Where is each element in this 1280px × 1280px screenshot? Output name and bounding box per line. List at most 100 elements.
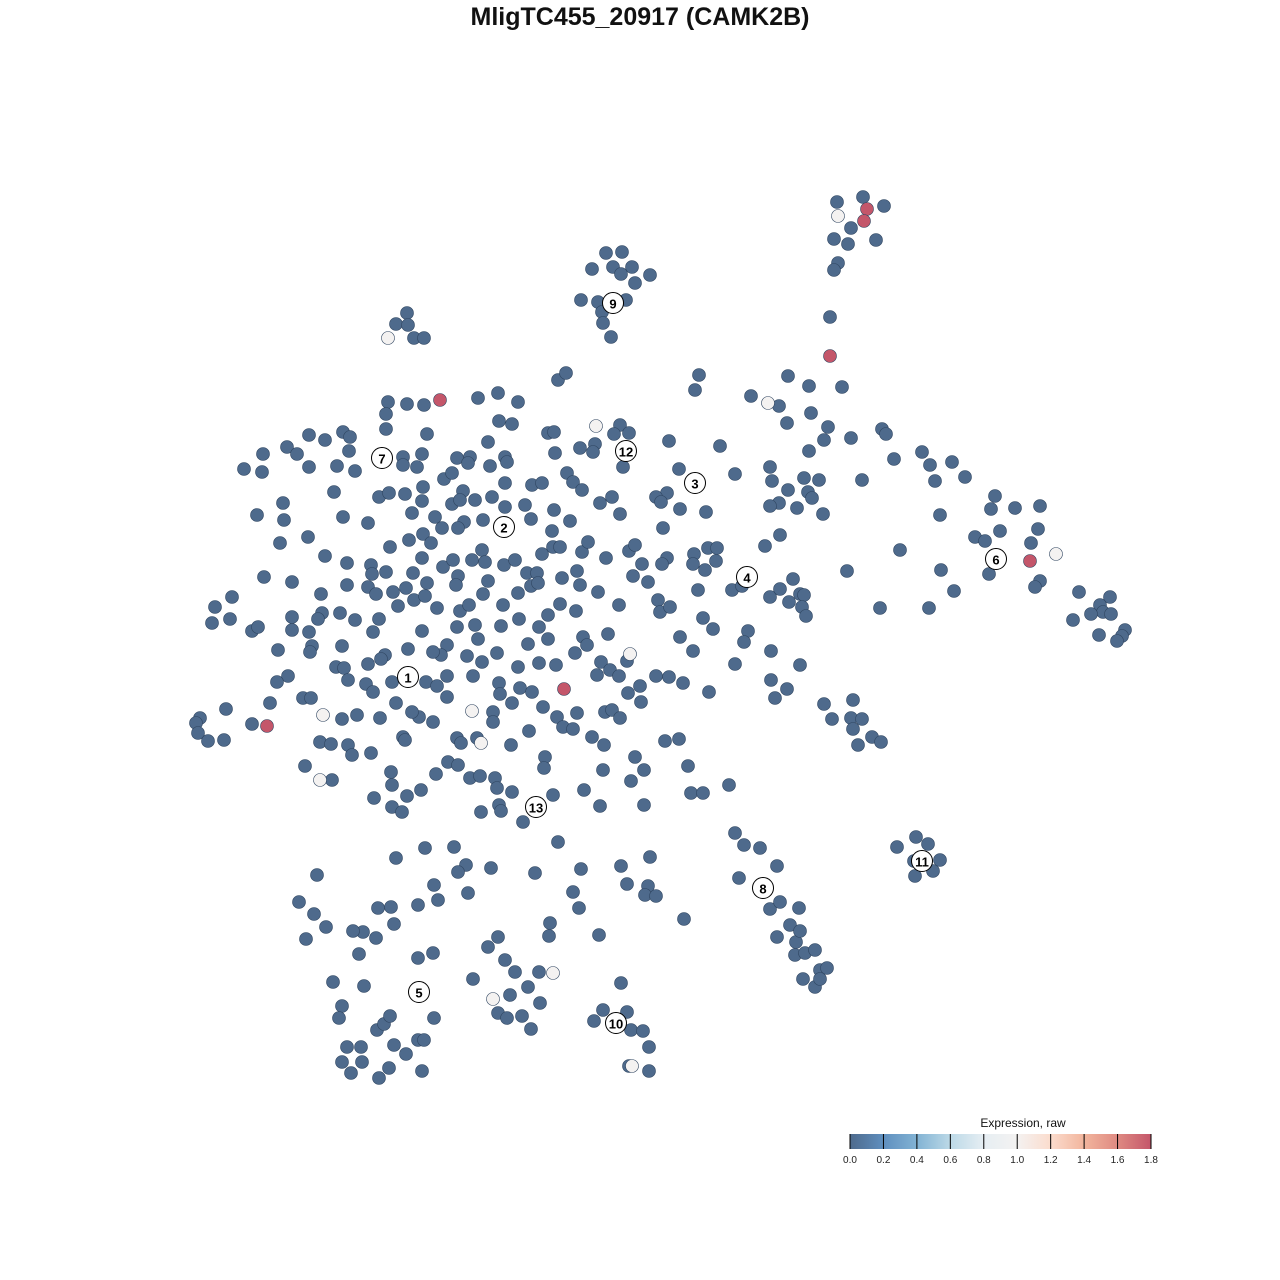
data-point — [491, 386, 505, 400]
data-point — [873, 601, 887, 615]
data-point — [417, 398, 431, 412]
data-point — [381, 395, 395, 409]
cluster-label-text: 6 — [992, 553, 999, 568]
data-point — [933, 853, 947, 867]
data-point — [890, 840, 904, 854]
cluster-label-marker — [684, 472, 706, 494]
data-point — [874, 735, 888, 749]
data-point — [698, 563, 712, 577]
data-point — [256, 447, 270, 461]
data-point — [589, 419, 603, 433]
data-point — [612, 669, 626, 683]
data-point — [628, 276, 642, 290]
data-point — [476, 513, 490, 527]
data-point — [453, 493, 467, 507]
data-point — [765, 474, 779, 488]
data-point — [596, 316, 610, 330]
data-point — [451, 865, 465, 879]
data-point — [993, 524, 1007, 538]
data-point — [462, 598, 476, 612]
data-point — [614, 859, 628, 873]
cluster-label-text: 4 — [743, 571, 751, 586]
data-point — [702, 685, 716, 699]
data-point — [319, 920, 333, 934]
data-point — [260, 719, 274, 733]
data-point — [511, 586, 525, 600]
data-point — [1023, 554, 1037, 568]
cluster-label-marker — [525, 796, 547, 818]
data-point — [628, 750, 642, 764]
legend-tick-label: 1.4 — [1077, 1155, 1091, 1166]
data-point — [335, 712, 349, 726]
data-point — [285, 610, 299, 624]
data-point — [642, 1040, 656, 1054]
data-point — [468, 618, 482, 632]
data-point — [672, 732, 686, 746]
data-point — [465, 553, 479, 567]
cluster-label-text: 7 — [378, 452, 385, 467]
data-point — [604, 330, 618, 344]
data-point — [385, 675, 399, 689]
data-point — [1049, 547, 1063, 561]
data-point — [592, 928, 606, 942]
data-point — [361, 657, 375, 671]
data-point — [984, 502, 998, 516]
data-point — [326, 975, 340, 989]
data-point — [494, 619, 508, 633]
data-point — [316, 708, 330, 722]
cluster-label-marker — [605, 1012, 627, 1034]
data-point — [808, 943, 822, 957]
data-point — [857, 214, 871, 228]
data-point — [909, 830, 923, 844]
data-point — [792, 901, 806, 915]
data-point — [768, 691, 782, 705]
cluster-label-marker — [493, 516, 515, 538]
data-point — [476, 587, 490, 601]
data-point — [451, 758, 465, 772]
data-point — [831, 209, 845, 223]
legend-tick-label: 1.8 — [1144, 1155, 1158, 1166]
data-point — [511, 660, 525, 674]
legend-title: Expression, raw — [980, 1116, 1066, 1130]
data-point — [335, 1055, 349, 1069]
data-point — [400, 397, 414, 411]
data-point — [371, 901, 385, 915]
data-point — [763, 590, 777, 604]
data-point — [587, 1014, 601, 1028]
data-point — [1110, 634, 1124, 648]
data-point — [396, 458, 410, 472]
data-point — [313, 773, 327, 787]
data-point — [641, 575, 655, 589]
data-point — [802, 444, 816, 458]
data-point — [346, 924, 360, 938]
data-point — [628, 538, 642, 552]
data-point — [696, 611, 710, 625]
data-point — [599, 551, 613, 565]
data-point — [379, 407, 393, 421]
data-point — [418, 589, 432, 603]
data-point — [365, 567, 379, 581]
data-point — [922, 601, 936, 615]
data-point — [928, 474, 942, 488]
data-point — [420, 576, 434, 590]
cluster-label-text: 12 — [619, 445, 633, 460]
data-point — [590, 668, 604, 682]
data-point — [585, 730, 599, 744]
data-point — [908, 869, 922, 883]
data-point — [379, 565, 393, 579]
data-point — [790, 501, 804, 515]
data-point — [781, 483, 795, 497]
data-point — [391, 599, 405, 613]
data-point — [340, 578, 354, 592]
data-point — [512, 612, 526, 626]
data-point — [389, 696, 403, 710]
data-point — [340, 556, 354, 570]
data-point — [786, 572, 800, 586]
data-point — [543, 916, 557, 930]
data-point — [208, 600, 222, 614]
legend-tick-label: 1.0 — [1010, 1155, 1024, 1166]
data-point — [573, 578, 587, 592]
data-point — [350, 708, 364, 722]
data-point — [426, 946, 440, 960]
data-point — [292, 895, 306, 909]
